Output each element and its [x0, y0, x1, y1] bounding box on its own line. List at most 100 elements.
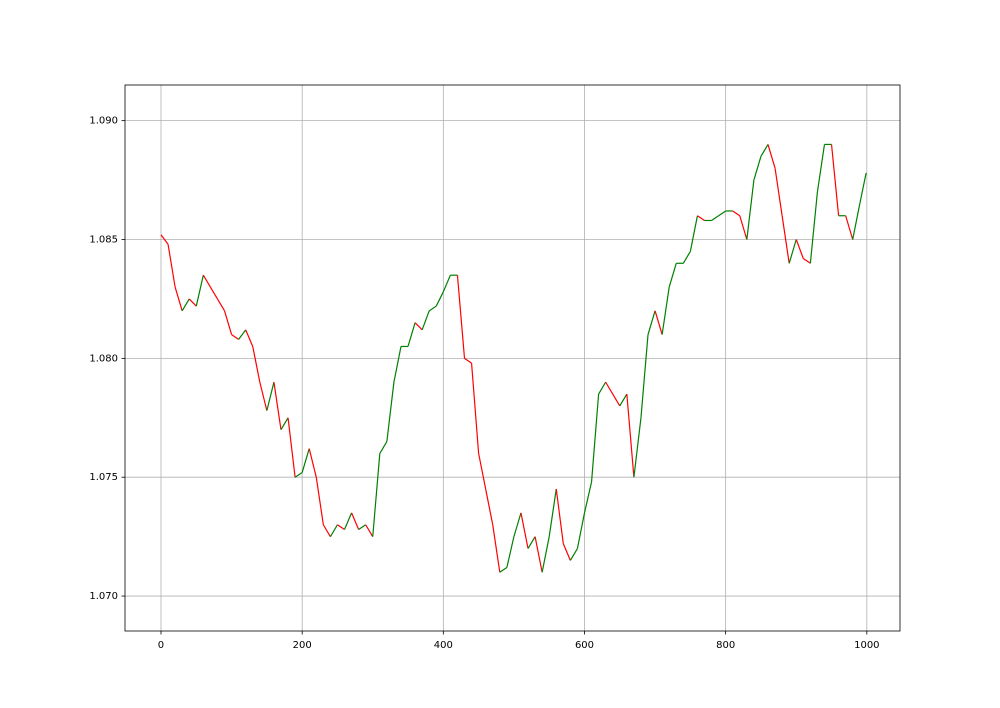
price-segment [739, 215, 748, 240]
price-segment [343, 512, 353, 530]
price-segment [195, 275, 204, 307]
price-segment [619, 393, 628, 407]
price-segment [181, 298, 190, 312]
price-segment [231, 334, 239, 340]
price-segment [421, 310, 430, 331]
price-segment [322, 524, 331, 537]
price-segment [287, 417, 296, 478]
price-segment [337, 524, 345, 530]
x-tick-label: 0 [158, 640, 164, 651]
price-segment [845, 215, 854, 240]
y-tick-label: 1.085 [89, 235, 118, 246]
price-segment [781, 215, 790, 264]
x-tick-label: 1000 [854, 640, 879, 651]
price-segment [308, 448, 317, 478]
price-segment [485, 488, 494, 525]
price-segment [329, 524, 338, 537]
price-segment [478, 453, 487, 490]
price-segment [830, 144, 840, 216]
price-segment [223, 310, 233, 335]
price-segment [711, 215, 719, 221]
price-segment [442, 274, 451, 293]
price-segment [548, 489, 557, 537]
price-segment [795, 239, 804, 259]
price-segment [576, 512, 586, 549]
price-segment [188, 298, 197, 307]
price-segment [280, 417, 289, 430]
x-tick-label: 200 [293, 640, 312, 651]
price-segment [633, 417, 642, 478]
price-segment [640, 334, 649, 418]
price-segment [238, 329, 247, 340]
price-segment [852, 203, 861, 240]
price-segment [605, 381, 614, 395]
y-tick-label: 1.080 [89, 353, 118, 364]
price-segment [598, 381, 607, 395]
price-segment [590, 393, 600, 483]
price-segment [245, 329, 254, 347]
y-tick-label: 1.090 [89, 116, 118, 127]
price-segment [689, 215, 699, 252]
price-segment [816, 144, 826, 193]
price-segment [732, 210, 741, 217]
price-segment [520, 512, 529, 549]
price-segment [859, 172, 867, 204]
x-tick-label: 400 [434, 640, 453, 651]
price-segment [661, 286, 670, 335]
price-segment [541, 536, 550, 573]
price-segment [647, 310, 656, 335]
price-segment [555, 489, 564, 544]
price-segment [527, 536, 536, 549]
price-segment [216, 298, 226, 312]
price-segment [266, 381, 275, 411]
price-segment [534, 536, 543, 573]
price-segment [393, 346, 402, 383]
price-segment [562, 543, 571, 561]
price-segment [294, 471, 303, 478]
y-tick-label: 1.070 [89, 591, 118, 602]
price-segment [697, 215, 705, 221]
price-segment [209, 286, 218, 300]
price-segment [414, 322, 423, 331]
axes-frame [124, 84, 901, 632]
price-segment [569, 548, 578, 561]
x-tick-label: 600 [575, 640, 594, 651]
price-segment [774, 168, 783, 216]
price-segment [435, 291, 444, 307]
price-segment [358, 524, 367, 530]
price-segment [612, 393, 621, 407]
price-segment [746, 180, 755, 240]
price-segment [379, 441, 388, 454]
price-segment [259, 381, 268, 411]
price-segment [160, 234, 169, 245]
price-segment [760, 144, 769, 157]
price-segment [407, 322, 416, 347]
price-segment [513, 512, 522, 537]
price-segment [682, 251, 691, 264]
price-segment [167, 244, 176, 288]
price-segment [273, 382, 282, 430]
price-segment [506, 536, 515, 568]
price-segment [809, 191, 819, 264]
price-segment [654, 310, 663, 335]
price-segment [718, 210, 726, 217]
price-segment [386, 382, 395, 442]
price-segment [315, 477, 324, 525]
price-segment [626, 393, 635, 478]
price-segment [456, 275, 466, 359]
price-segment [174, 286, 183, 311]
price-segment [753, 156, 762, 181]
price-segment [252, 346, 261, 383]
price-segment [372, 453, 381, 537]
price-segment [802, 258, 811, 264]
price-segment [767, 144, 776, 169]
price-segment [788, 239, 797, 264]
price-segment [492, 524, 501, 573]
price-segment [464, 357, 472, 364]
price-segment [583, 481, 593, 513]
price-segment [668, 263, 677, 288]
price-segment [301, 448, 310, 473]
price-segment [470, 363, 480, 454]
price-segment [365, 524, 374, 537]
